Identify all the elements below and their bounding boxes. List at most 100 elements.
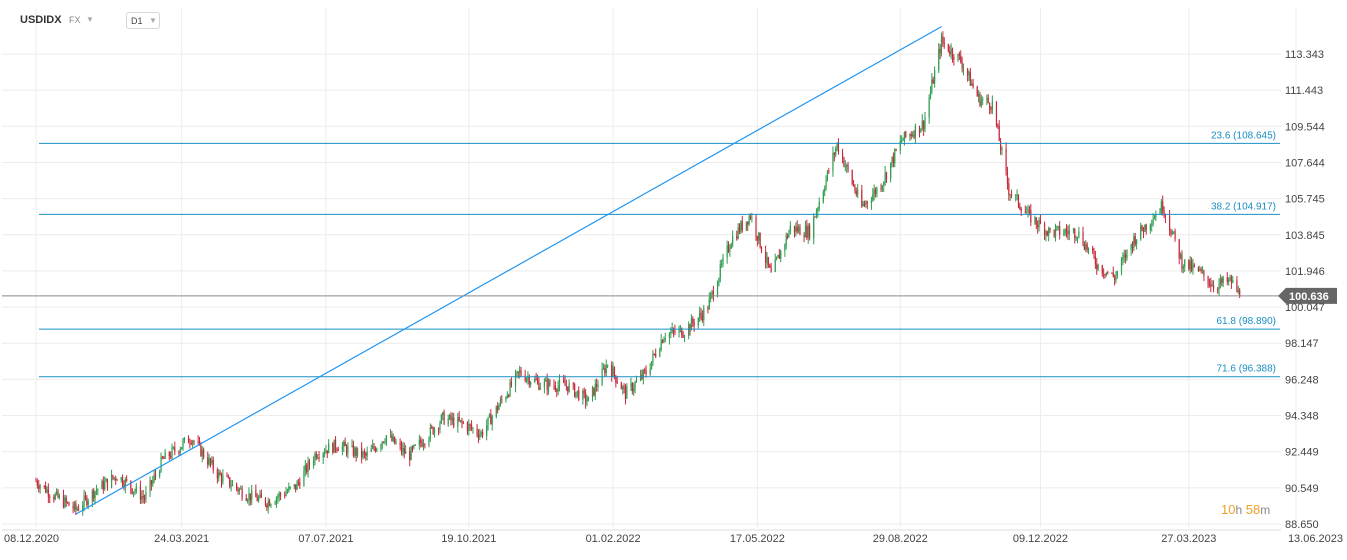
candle-body <box>1192 264 1194 270</box>
candle-body <box>653 353 655 355</box>
candle-body <box>938 49 940 71</box>
x-tick-label: 09.12.2022 <box>1013 533 1068 545</box>
candle-body <box>688 324 690 336</box>
candle-body <box>826 170 829 180</box>
candle-body <box>1199 269 1201 271</box>
candle-body <box>700 312 702 316</box>
candle-body <box>615 375 617 383</box>
candle-body <box>663 338 665 343</box>
candle-body <box>977 94 980 97</box>
candle-body <box>808 225 811 239</box>
candle-body <box>605 365 607 374</box>
candle-body <box>381 441 383 446</box>
candle-body <box>727 245 730 252</box>
candle-body <box>591 387 594 397</box>
candle-body <box>593 387 595 396</box>
candle-body <box>428 438 430 445</box>
candle-body <box>525 378 528 381</box>
candle-body <box>400 444 403 452</box>
candle-body <box>1001 148 1003 151</box>
timeframe-select[interactable]: D1 ▼ <box>126 12 160 29</box>
candle-body <box>1211 285 1213 287</box>
candle-body <box>890 162 892 179</box>
candle-body <box>770 267 772 273</box>
candle-body <box>491 416 493 425</box>
candle-body <box>251 490 253 501</box>
candle-body <box>891 156 893 163</box>
candle-body <box>95 490 98 492</box>
candle-body <box>923 120 925 130</box>
candle-body <box>745 221 747 230</box>
candle-body <box>514 372 517 386</box>
candle-body <box>703 308 705 321</box>
candle-body <box>363 452 365 454</box>
candle-body <box>659 349 661 357</box>
chevron-down-icon[interactable]: ▼ <box>86 15 94 24</box>
candle-body <box>1056 226 1058 228</box>
candle-body <box>855 191 857 195</box>
candle-body <box>341 446 344 451</box>
candle-body <box>216 469 218 479</box>
market-label[interactable]: FX <box>69 15 81 25</box>
candle-body <box>249 493 251 501</box>
candle-body <box>260 493 262 498</box>
candle-body <box>207 457 209 465</box>
candle-body <box>707 308 709 310</box>
trend-line[interactable] <box>75 26 942 515</box>
candle-body <box>130 480 132 489</box>
candle-body <box>323 452 326 454</box>
candle-body <box>777 254 779 258</box>
candle-body <box>612 367 614 377</box>
candle-body <box>501 399 503 401</box>
candle-body <box>517 371 519 373</box>
candle-body <box>587 396 589 402</box>
candle-body <box>854 185 856 192</box>
candle-body <box>817 208 819 212</box>
candle-body <box>1208 284 1211 286</box>
candle-body <box>748 216 750 225</box>
x-tick-label: 08.12.2020 <box>4 533 59 545</box>
candle-body <box>469 424 471 426</box>
trend-line-layer[interactable] <box>75 26 942 515</box>
candle-body <box>372 445 374 449</box>
symbol-name[interactable]: USDIDX <box>20 14 62 26</box>
candle-body <box>1212 285 1215 289</box>
candle-body <box>314 453 316 462</box>
candle-body <box>957 54 959 60</box>
candle-body <box>718 278 720 285</box>
candle-body <box>219 472 221 476</box>
candle-body <box>384 442 386 444</box>
candle-body <box>101 480 103 490</box>
candle-body <box>241 488 243 498</box>
candle-body <box>1140 225 1142 240</box>
candle-body <box>788 231 790 238</box>
candle-body <box>1133 236 1135 249</box>
candle-body <box>77 508 80 511</box>
candle-body <box>47 489 49 497</box>
candle-body <box>623 386 625 388</box>
candle-body <box>519 370 521 373</box>
fibonacci-levels[interactable]: 23.6 (108.645) 38.2 (104.917) 61.8 (98.890… <box>39 130 1280 378</box>
candle-body <box>94 491 96 499</box>
candle-body <box>596 384 598 387</box>
candle-body <box>1005 148 1007 171</box>
candle-body <box>385 435 387 443</box>
candle-body <box>334 439 337 450</box>
candle-body <box>1130 244 1132 250</box>
candle-body <box>988 102 991 109</box>
candle-body <box>448 414 451 419</box>
current-price-label: 100.636 <box>1289 291 1329 303</box>
candle-body <box>1182 266 1184 269</box>
candle-body <box>880 187 882 190</box>
candle-body <box>778 254 780 259</box>
candle-body <box>45 485 47 493</box>
candle-body <box>451 417 453 421</box>
x-axis: 08.12.2020 24.03.2021 07.07.2021 19.10.2021… <box>2 529 1343 545</box>
candle-body <box>237 488 239 492</box>
candle-body <box>317 457 319 459</box>
candle-body <box>1087 247 1090 250</box>
candle-body <box>793 225 796 233</box>
candle-body <box>1228 279 1230 282</box>
